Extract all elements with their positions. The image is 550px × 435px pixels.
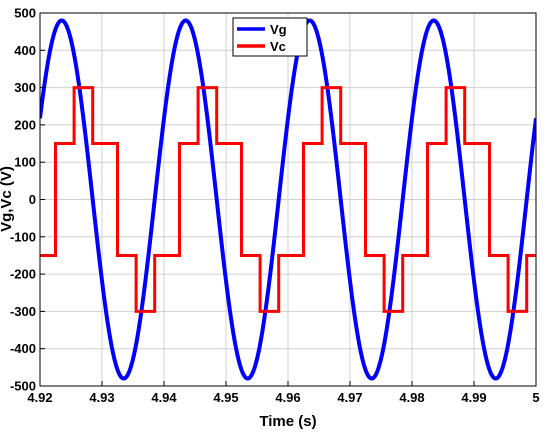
series-vc-line (40, 86, 536, 313)
y-tick-label: 100 (14, 155, 36, 170)
y-axis-title: Vg,Vc (V) (0, 166, 15, 232)
y-tick-label: -200 (10, 267, 36, 282)
y-tick-label: -300 (10, 304, 36, 319)
ticks: 4.92 4.93 4.94 4.95 4.96 4.97 4.98 4.99 5 -500 -40… (10, 6, 540, 406)
x-tick-label: 4.92 (27, 390, 52, 405)
y-tick-label: -500 (10, 379, 36, 394)
x-tick-label: 4.96 (275, 390, 300, 405)
series-layer (40, 18, 536, 381)
y-tick-label: 500 (14, 6, 36, 21)
legend-label-vg: Vg (270, 22, 287, 37)
y-tick-label: 200 (14, 117, 36, 132)
x-tick-label: 4.99 (461, 390, 486, 405)
y-tick-label: 0 (29, 192, 36, 207)
y-tick-label: -400 (10, 341, 36, 356)
y-tick-label: 300 (14, 80, 36, 95)
y-tick-label: 400 (14, 43, 36, 58)
x-tick-label: 5 (532, 390, 539, 405)
x-tick-label: 4.95 (213, 390, 238, 405)
x-tick-label: 4.97 (337, 390, 362, 405)
x-tick-label: 4.93 (89, 390, 114, 405)
x-tick-label: 4.94 (151, 390, 177, 405)
y-tick-label: -100 (10, 229, 36, 244)
x-axis-title: Time (s) (259, 413, 316, 430)
x-tick-label: 4.98 (399, 390, 424, 405)
series-vg-line (40, 18, 536, 381)
legend: Vg Vc (232, 17, 308, 57)
legend-label-vc: Vc (270, 39, 286, 54)
legend-box (232, 17, 308, 57)
